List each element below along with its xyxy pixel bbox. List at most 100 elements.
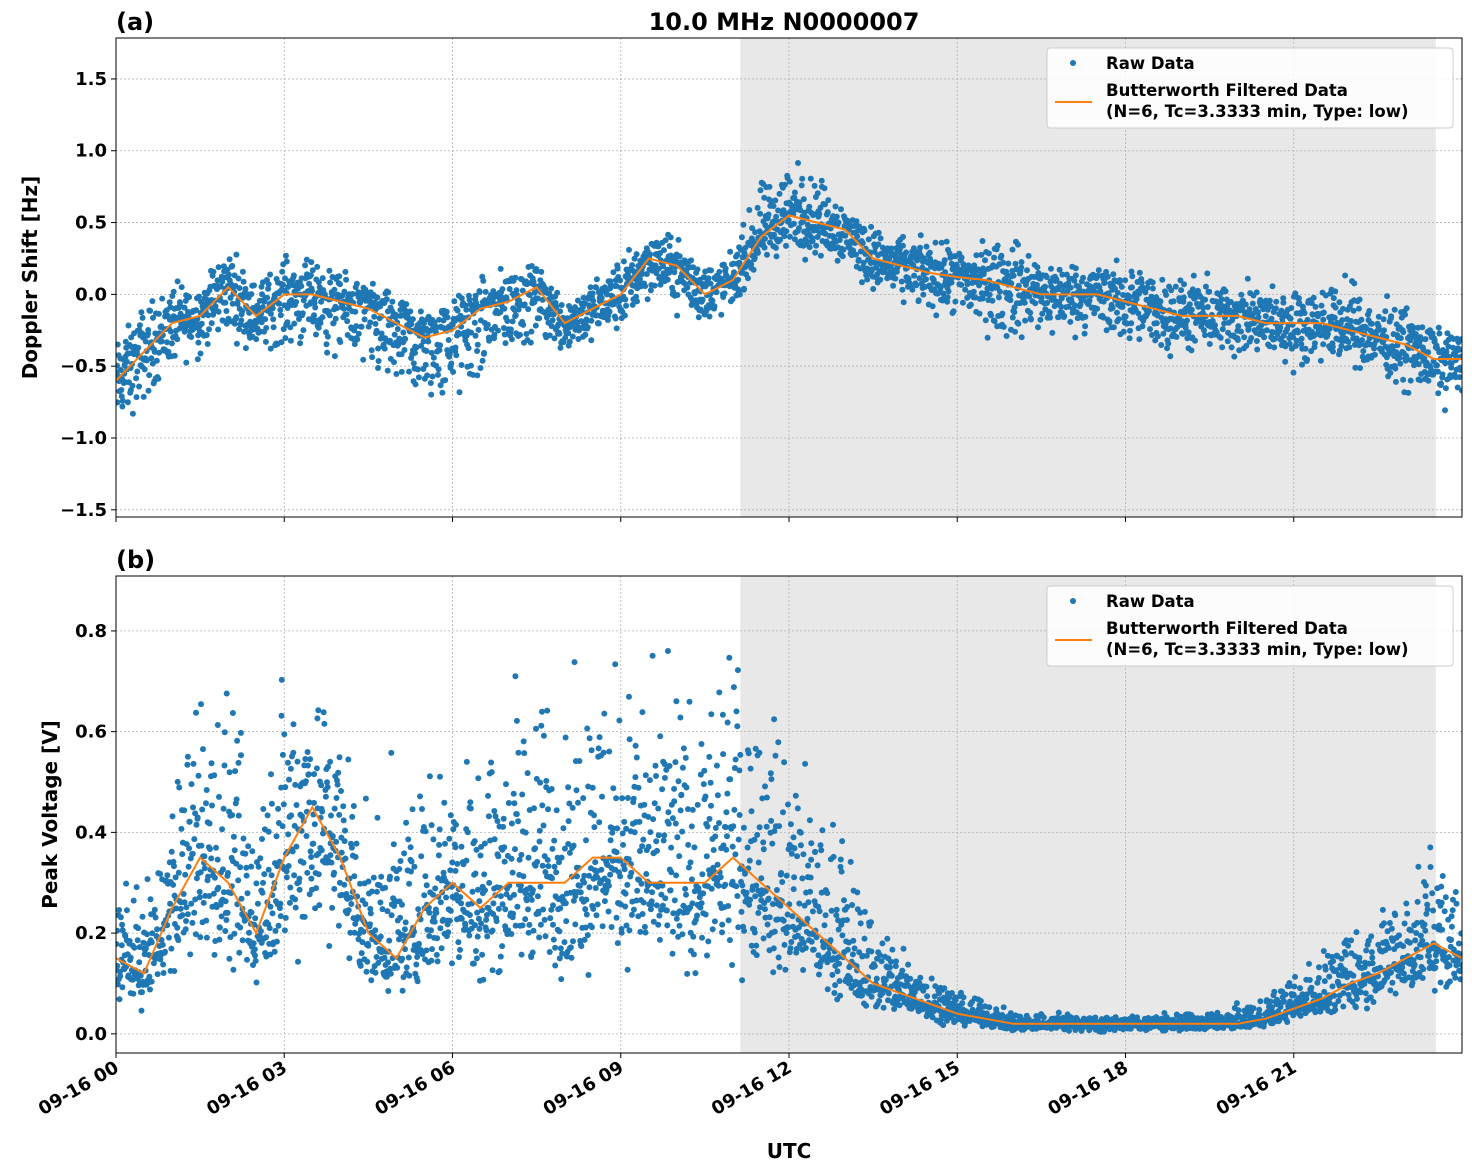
raw-point <box>1022 300 1028 306</box>
raw-point <box>496 906 502 912</box>
raw-point <box>216 937 222 943</box>
raw-point <box>234 796 240 802</box>
raw-point <box>350 291 356 297</box>
raw-point <box>663 237 669 243</box>
raw-point <box>234 738 240 744</box>
raw-point <box>315 707 321 713</box>
raw-point <box>290 848 296 854</box>
raw-point <box>501 306 507 312</box>
raw-point <box>1165 341 1171 347</box>
raw-point <box>526 855 532 861</box>
raw-point <box>731 807 737 813</box>
raw-point <box>774 887 780 893</box>
raw-point <box>403 301 409 307</box>
raw-point <box>288 812 294 818</box>
raw-point <box>1400 329 1406 335</box>
raw-point <box>196 773 202 779</box>
raw-point <box>205 341 211 347</box>
raw-point <box>334 795 340 801</box>
raw-point <box>119 922 125 928</box>
raw-point <box>385 959 391 965</box>
raw-point <box>752 893 758 899</box>
raw-point <box>194 822 200 828</box>
raw-point <box>913 282 919 288</box>
raw-point <box>1114 257 1120 263</box>
raw-point <box>348 901 354 907</box>
raw-point <box>175 278 181 284</box>
raw-point <box>478 365 484 371</box>
raw-point <box>1397 361 1403 367</box>
raw-point <box>296 876 302 882</box>
raw-point <box>1388 313 1394 319</box>
raw-point <box>538 922 544 928</box>
raw-point <box>1321 310 1327 316</box>
raw-point <box>982 257 988 263</box>
raw-point <box>424 372 430 378</box>
raw-point <box>1303 346 1309 352</box>
raw-point <box>226 956 232 962</box>
raw-point <box>1264 327 1270 333</box>
raw-point <box>985 335 991 341</box>
raw-point <box>1302 310 1308 316</box>
raw-point <box>391 359 397 365</box>
raw-point <box>1082 323 1088 329</box>
raw-point <box>754 832 760 838</box>
raw-point <box>558 976 564 982</box>
raw-point <box>582 906 588 912</box>
raw-point <box>807 817 813 823</box>
raw-point <box>713 825 719 831</box>
raw-point <box>495 328 501 334</box>
raw-point <box>248 291 254 297</box>
raw-point <box>224 691 230 697</box>
raw-point <box>741 286 747 292</box>
legend-label: (N=6, Tc=3.3333 min, Type: low) <box>1106 102 1409 121</box>
raw-point <box>240 937 246 943</box>
raw-point <box>549 875 555 881</box>
raw-point <box>465 829 471 835</box>
raw-point <box>278 312 284 318</box>
raw-point <box>183 926 189 932</box>
raw-point <box>482 841 488 847</box>
raw-point <box>503 781 509 787</box>
raw-point <box>768 770 774 776</box>
raw-point <box>445 314 451 320</box>
raw-point <box>917 245 923 251</box>
raw-point <box>216 309 222 315</box>
raw-point <box>453 822 459 828</box>
raw-point <box>1032 300 1038 306</box>
raw-point <box>606 909 612 915</box>
raw-point <box>836 961 842 967</box>
raw-point <box>583 837 589 843</box>
raw-point <box>610 785 616 791</box>
raw-point <box>661 832 667 838</box>
raw-point <box>263 325 269 331</box>
raw-point <box>1332 288 1338 294</box>
raw-point <box>739 882 745 888</box>
raw-point <box>588 284 594 290</box>
raw-point <box>626 694 632 700</box>
raw-point <box>808 857 814 863</box>
raw-point <box>318 782 324 788</box>
raw-point <box>680 765 686 771</box>
raw-point <box>510 911 516 917</box>
raw-point <box>427 773 433 779</box>
raw-point <box>1019 259 1025 265</box>
raw-point <box>1007 297 1013 303</box>
raw-point <box>428 958 434 964</box>
raw-point <box>819 178 825 184</box>
raw-point <box>287 885 293 891</box>
raw-point <box>1273 299 1279 305</box>
raw-point <box>467 912 473 918</box>
raw-point <box>145 876 151 882</box>
raw-point <box>295 959 301 965</box>
raw-point <box>367 921 373 927</box>
raw-point <box>385 988 391 994</box>
raw-point <box>706 275 712 281</box>
raw-point <box>1127 328 1133 334</box>
raw-point <box>1291 370 1297 376</box>
raw-point <box>647 777 653 783</box>
raw-point <box>1280 300 1286 306</box>
raw-point <box>262 316 268 322</box>
raw-point <box>510 318 516 324</box>
raw-point <box>114 963 120 969</box>
